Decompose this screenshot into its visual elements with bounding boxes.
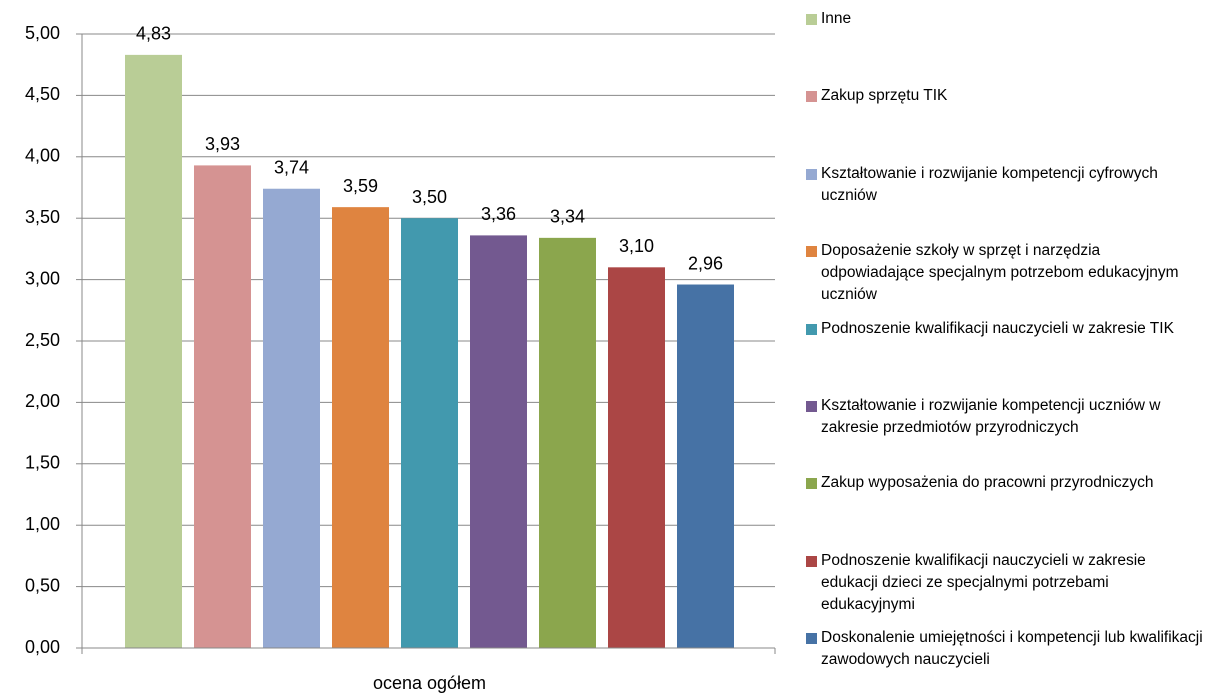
legend-label: Zakup wyposażenia do pracowni przyrodnic…: [821, 474, 1154, 492]
value-label: 3,36: [481, 204, 516, 224]
legend-item: Kształtowanie i rozwijanie kompetencji c…: [806, 163, 1206, 240]
bar: [125, 54, 182, 649]
value-label: 3,10: [619, 236, 654, 256]
value-label: 3,50: [412, 187, 447, 207]
legend-label: Podnoszenie kwalifikacji nauczycieli w z…: [821, 319, 1174, 337]
legend-item: Zakup wyposażenia do pracowni przyrodnic…: [806, 472, 1206, 549]
bar: [539, 237, 596, 648]
legend-label: Kształtowanie i rozwijanie kompetencji u…: [821, 396, 1161, 436]
legend-label: Doposażenie szkoły w sprzęt i narzędzia …: [821, 242, 1179, 304]
legend-swatch: [806, 555, 817, 567]
value-label: 3,59: [343, 176, 378, 196]
legend-item: Doposażenie szkoły w sprzęt i narzędzia …: [806, 240, 1206, 317]
legend-item: Podnoszenie kwalifikacji nauczycieli w z…: [806, 550, 1206, 627]
legend: Inne Zakup sprzętu TIK Kształtowanie i roz…: [806, 8, 1206, 693]
legend-swatch: [806, 400, 817, 412]
legend-item: Inne: [806, 8, 1206, 85]
bar: [470, 235, 527, 648]
legend-label: Doskonalenie umiejętności i kompetencji …: [821, 629, 1203, 669]
bar: [263, 188, 320, 648]
y-tick-label: 3,50: [25, 207, 60, 227]
legend-item: Podnoszenie kwalifikacji nauczycieli w z…: [806, 318, 1206, 395]
legend-swatch: [806, 91, 817, 103]
y-tick-label: 5,00: [25, 23, 60, 43]
bar: [194, 165, 251, 648]
bar: [608, 267, 665, 648]
value-label: 3,74: [274, 157, 309, 177]
y-tick-label: 1,00: [25, 514, 60, 534]
value-label: 3,93: [205, 134, 240, 154]
y-tick-label: 2,50: [25, 330, 60, 350]
y-tick-label: 2,00: [25, 391, 60, 411]
legend-item: Doskonalenie umiejętności i kompetencji …: [806, 627, 1206, 693]
y-tick-label: 4,50: [25, 84, 60, 104]
legend-swatch: [806, 323, 817, 335]
legend-swatch: [806, 633, 817, 645]
value-label: 2,96: [688, 253, 723, 273]
y-tick-label: 4,00: [25, 146, 60, 166]
y-tick-label: 0,50: [25, 575, 60, 595]
legend-label: Zakup sprzętu TIK: [821, 87, 948, 105]
legend-label: Kształtowanie i rozwijanie kompetencji c…: [821, 164, 1158, 204]
bar: [677, 284, 734, 648]
value-label: 3,34: [550, 207, 585, 227]
bar: [332, 207, 389, 648]
legend-swatch: [806, 478, 817, 490]
legend-swatch: [806, 168, 817, 180]
legend-label: Inne: [821, 10, 852, 27]
value-label: 4,83: [136, 24, 171, 44]
bar: [401, 218, 458, 648]
legend-swatch: [806, 246, 817, 258]
y-tick-label: 1,50: [25, 453, 60, 473]
legend-swatch: [806, 14, 817, 25]
legend-item: Kształtowanie i rozwijanie kompetencji u…: [806, 395, 1206, 472]
y-tick-label: 0,00: [25, 637, 60, 657]
y-tick-label: 3,00: [25, 268, 60, 288]
legend-label: Podnoszenie kwalifikacji nauczycieli w z…: [821, 551, 1146, 613]
x-tick-label: ocena ogółem: [373, 673, 486, 693]
legend-item: Zakup sprzętu TIK: [806, 85, 1206, 162]
